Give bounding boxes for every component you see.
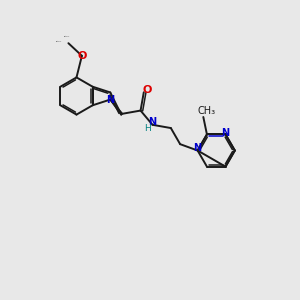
Text: CH₃: CH₃ xyxy=(198,106,216,116)
Text: O: O xyxy=(77,51,87,61)
Text: O: O xyxy=(143,85,152,95)
Text: N: N xyxy=(106,94,114,105)
Text: N: N xyxy=(148,117,157,128)
Text: N: N xyxy=(221,128,230,138)
Text: methoxy: methoxy xyxy=(56,41,62,42)
Text: methoxy: methoxy xyxy=(64,36,70,37)
Text: H: H xyxy=(144,124,151,133)
Text: N: N xyxy=(194,143,202,153)
